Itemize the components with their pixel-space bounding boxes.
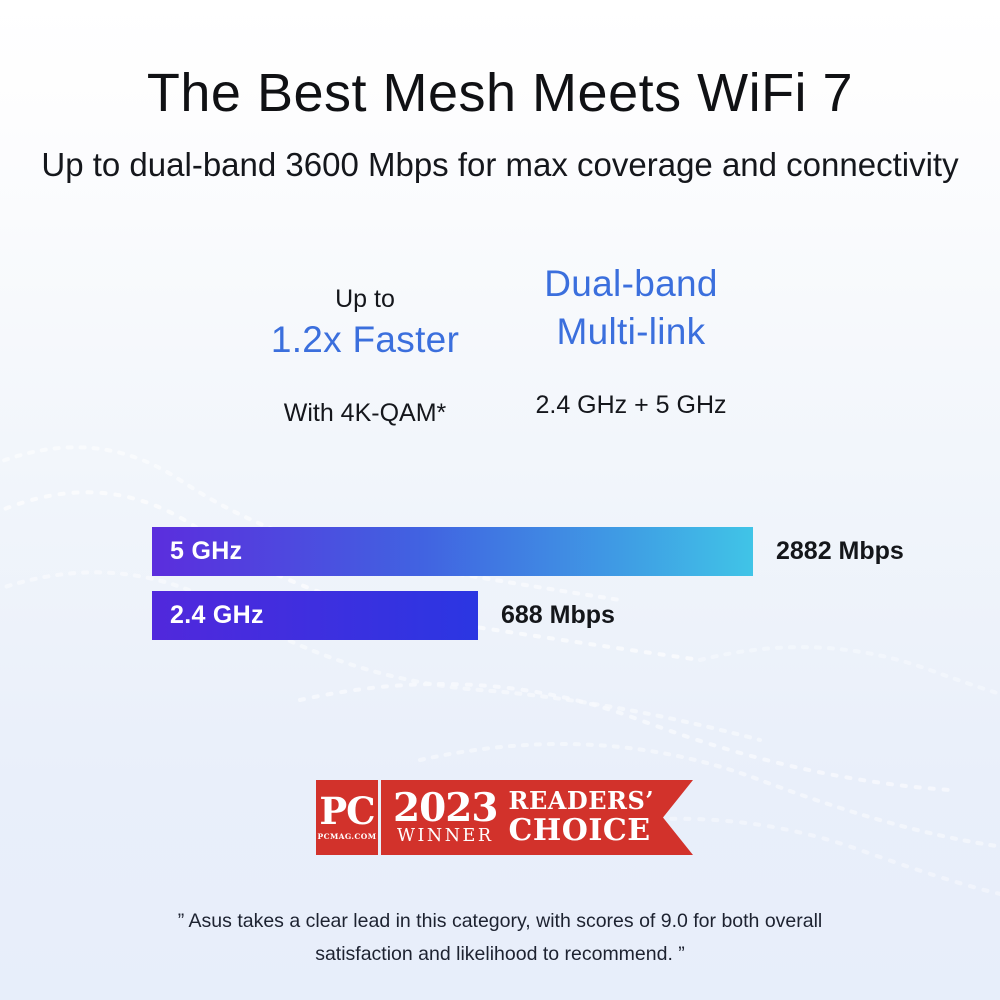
feature-4k-qam-subtext: With 4K-QAM* (283, 399, 447, 427)
badge-readers-label: READERS’ (508, 786, 655, 815)
badge-year: 2023 (393, 784, 498, 831)
bar-24ghz-label: 2.4 GHz (170, 601, 264, 629)
bar-5ghz-value: 2882 Mbps (776, 537, 904, 565)
bar-row-24ghz: 2.4 GHz 688 Mbps (152, 591, 952, 640)
feature-multilink: Dual-band Multi-link 2.4 GHz + 5 GHz (490, 262, 772, 420)
feature-multilink-headline-line1: Dual-band (544, 263, 718, 305)
bar-row-5ghz: 5 GHz 2882 Mbps (152, 527, 952, 576)
feature-4k-qam: Up to 1.2x Faster With 4K-QAM* (219, 270, 511, 428)
pcmag-logo-subtext: PCMAG.COM (317, 832, 377, 842)
pcmag-logo: PC PCMAG.COM (316, 780, 378, 855)
bar-24ghz: 2.4 GHz (152, 591, 478, 640)
badge-year-column: 2023 WINNER (393, 790, 498, 846)
pcmag-readers-choice-badge: PC PCMAG.COM 2023 WINNER READERS’ CHOICE (316, 780, 693, 855)
page-title: The Best Mesh Meets WiFi 7 (146, 63, 854, 123)
pcmag-badge-ribbon: 2023 WINNER READERS’ CHOICE (381, 780, 693, 855)
badge-winner-label: WINNER (397, 825, 494, 846)
bandwidth-chart: 5 GHz 2882 Mbps 2.4 GHz 688 Mbps (152, 527, 952, 640)
feature-multilink-headline-line2: Multi-link (556, 311, 706, 353)
page-subtitle: Up to dual-band 3600 Mbps for max covera… (41, 146, 959, 183)
badge-choice-label: CHOICE (508, 813, 651, 848)
feature-multilink-subtext: 2.4 GHz + 5 GHz (535, 391, 727, 419)
feature-4k-qam-pretext: Up to (335, 285, 395, 313)
bar-5ghz-label: 5 GHz (170, 537, 243, 565)
badge-choice-column: READERS’ CHOICE (509, 789, 655, 846)
feature-4k-qam-headline: 1.2x Faster (270, 319, 460, 361)
bar-5ghz: 5 GHz (152, 527, 753, 576)
bar-24ghz-value: 688 Mbps (501, 601, 615, 629)
pcmag-logo-text: PC (319, 788, 375, 833)
review-quote: ” Asus takes a clear lead in this catego… (177, 910, 823, 965)
